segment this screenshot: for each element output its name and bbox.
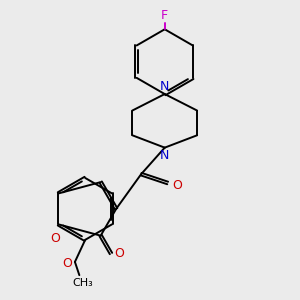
- Text: F: F: [161, 9, 168, 22]
- Text: O: O: [114, 247, 124, 260]
- Text: N: N: [160, 149, 169, 162]
- Text: O: O: [62, 257, 72, 270]
- Text: O: O: [172, 179, 182, 192]
- Text: N: N: [160, 80, 169, 93]
- Text: CH₃: CH₃: [72, 278, 93, 288]
- Text: O: O: [51, 232, 60, 245]
